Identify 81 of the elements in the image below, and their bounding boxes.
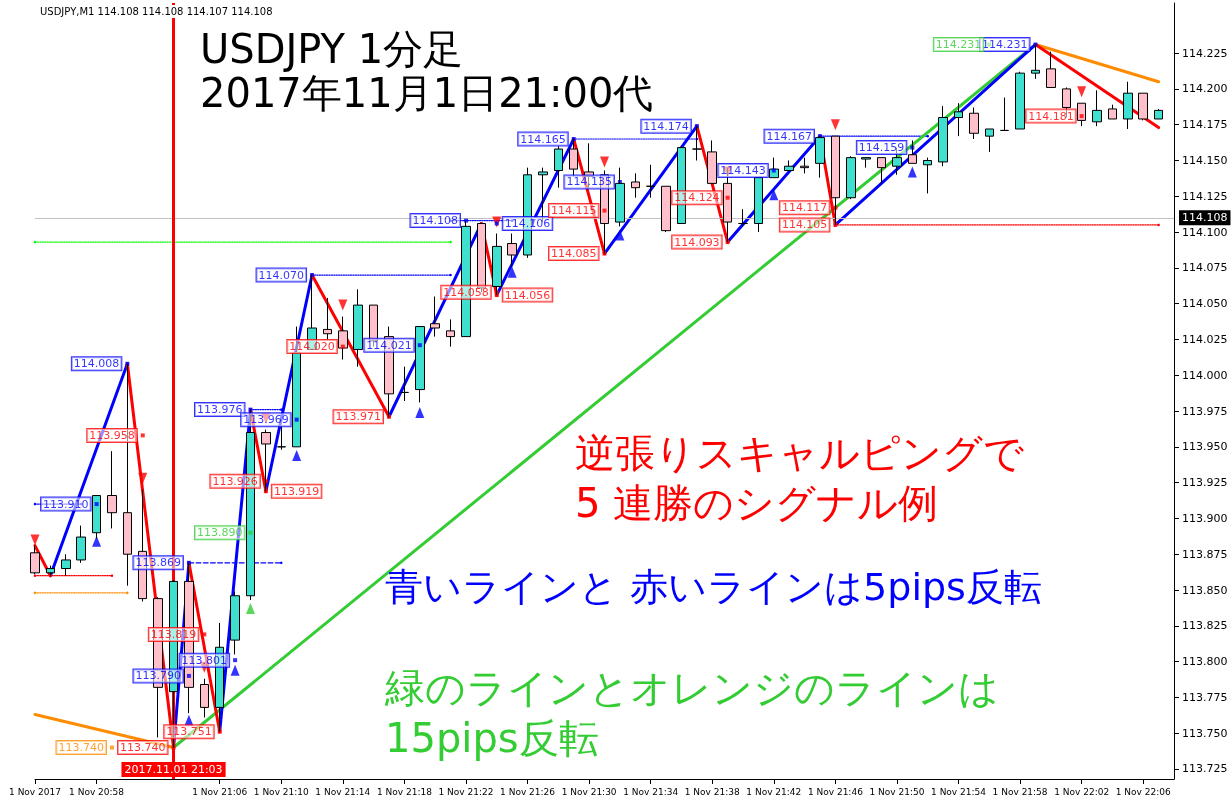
data-label: 114.124 (674, 191, 720, 205)
y-tick-label: 114.150 (1182, 153, 1228, 167)
annotation: USDJPY,M1 114.108 114.108 114.107 114.108 (40, 6, 273, 17)
x-tick-label: 1 Nov 21:58 (992, 786, 1048, 797)
y-tick-label: 114.025 (1182, 332, 1228, 346)
data-label: 114.105 (781, 218, 828, 232)
data-label: 114.181 (1028, 109, 1074, 123)
y-tick-label: 114.000 (1182, 368, 1228, 382)
y-tick-label: 114.100 (1182, 225, 1228, 239)
data-label: 114.117 (781, 201, 828, 215)
x-tick-label: 1 Nov 20:58 (69, 786, 125, 797)
data-label: 113.740 (58, 741, 104, 754)
ref-line-label: 114.108 (1182, 211, 1228, 225)
y-tick-label: 113.900 (1182, 511, 1228, 525)
data-label: 114.143 (720, 164, 766, 178)
annotation: 青いラインと 赤いラインは5pips反転 (385, 565, 1042, 609)
data-label: 113.958 (89, 428, 135, 442)
x-tick-label: 1 Nov 21:54 (931, 786, 987, 797)
data-label: 114.106 (504, 216, 551, 230)
x-tick-label: 1 Nov 21:22 (438, 786, 494, 797)
data-label: 113.751 (166, 725, 212, 739)
y-tick-label: 113.950 (1182, 440, 1228, 454)
data-label: 114.167 (766, 129, 812, 143)
data-label: 114.135 (566, 175, 612, 189)
y-tick-label: 114.175 (1182, 118, 1228, 132)
y-tick-label: 114.075 (1182, 261, 1228, 275)
data-label: 114.056 (504, 288, 551, 302)
x-tick-label: 1 Nov 21:34 (623, 786, 679, 797)
y-tick-label: 113.850 (1182, 583, 1228, 597)
data-label: 113.919 (273, 484, 320, 498)
x-tick-label: 1 Nov 21:42 (746, 786, 802, 797)
data-label: 113.976 (196, 403, 243, 417)
x-tick-label: 1 Nov 22:06 (1115, 786, 1171, 797)
data-label: 113.910 (43, 497, 89, 511)
data-label: 113.971 (335, 410, 382, 424)
y-tick-label: 113.825 (1182, 619, 1228, 633)
y-tick-label: 113.800 (1182, 655, 1228, 669)
data-label: 113.969 (243, 413, 289, 427)
data-label: 113.801 (181, 653, 228, 667)
y-tick-label: 114.225 (1182, 46, 1228, 60)
x-tick-label: 1 Nov 21:46 (807, 786, 864, 797)
y-tick-label: 114.200 (1182, 82, 1228, 96)
data-label: 114.085 (551, 247, 597, 261)
data-label: 114.058 (443, 285, 489, 299)
data-label: 113.926 (212, 474, 258, 488)
data-label: 114.174 (643, 119, 689, 133)
data-label: 114.021 (366, 338, 412, 352)
x-tick-label: 1 Nov 21:10 (253, 786, 310, 797)
x-tick-label: 1 Nov 22:02 (1054, 786, 1110, 797)
text: USDJPY 1分足 (200, 26, 464, 72)
data-label: 114.165 (520, 132, 566, 146)
x-tick-label: 1 Nov 21:26 (500, 786, 556, 797)
data-label: 114.159 (858, 141, 905, 155)
y-tick-label: 113.925 (1182, 476, 1228, 490)
data-label: 114.115 (551, 204, 597, 218)
data-label: 114.070 (258, 268, 305, 282)
x-tick-label: 1 Nov 21:14 (315, 786, 371, 797)
x-tick-label: 1 Nov 21:18 (376, 786, 433, 797)
x-tick-label: 1 Nov 21:06 (192, 786, 248, 797)
x-tick-label: 1 Nov 21:50 (869, 786, 925, 797)
x-tick-label: 1 Nov 21:30 (561, 786, 617, 797)
annotation: 緑のラインとオレンジのラインは 15pips反転 (384, 665, 999, 761)
data-label: 113.740 (120, 741, 166, 754)
data-label: 114.231 (935, 38, 982, 52)
ref-line-label: 2017.11.01 21:03 (124, 763, 223, 776)
x-tick-label: 1 Nov 21:38 (684, 786, 740, 797)
y-tick-label: 113.775 (1182, 690, 1228, 704)
y-tick-label: 114.050 (1182, 297, 1228, 311)
y-tick-label: 114.125 (1182, 189, 1228, 203)
data-label: 114.108 (412, 214, 458, 228)
annotation: 逆張りスキャルピングで 5 連勝のシグナル例 (575, 430, 1024, 526)
y-tick-label: 113.725 (1182, 762, 1228, 776)
data-label: 114.008 (73, 357, 120, 371)
y-tick-label: 113.975 (1182, 404, 1228, 418)
y-tick-label: 113.875 (1182, 547, 1228, 561)
data-label: 113.869 (135, 556, 181, 570)
x-tick-label: 1 Nov 2017 (9, 786, 61, 797)
data-label: 113.790 (135, 669, 181, 683)
data-label: 114.020 (289, 340, 335, 354)
y-tick-label: 113.750 (1182, 726, 1228, 740)
data-label: 114.093 (674, 235, 720, 249)
